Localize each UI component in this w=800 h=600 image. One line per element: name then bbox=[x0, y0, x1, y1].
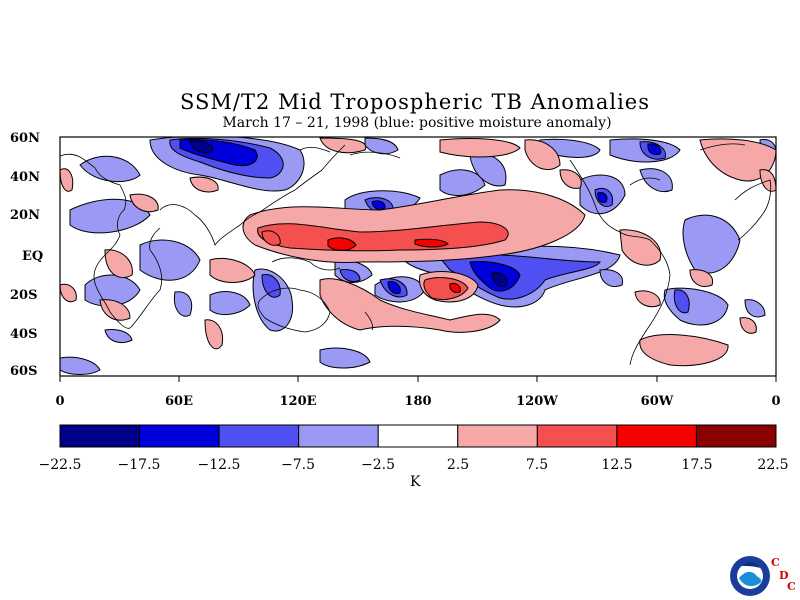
lon-label-120e: 120E bbox=[279, 394, 317, 409]
colorbar-swatch-5 bbox=[377, 424, 459, 448]
lon-label-180: 180 bbox=[404, 394, 432, 409]
colorbar-swatch-8 bbox=[616, 424, 697, 448]
lat-label-60s: 60S bbox=[10, 364, 38, 379]
lat-label-eq: EQ bbox=[22, 249, 44, 264]
map-title: SSM/T2 Mid Tropospheric TB Anomalies bbox=[179, 90, 651, 114]
colorbar-tick-9: 17.5 bbox=[681, 457, 713, 473]
lon-label-60w: 60W bbox=[640, 394, 674, 409]
coastlines bbox=[60, 143, 772, 366]
noaa-logo bbox=[730, 556, 770, 596]
colorbar-tick-4: −7.5 bbox=[281, 457, 315, 473]
colorbar-swatch-2 bbox=[139, 424, 220, 448]
lat-label-60n: 60N bbox=[10, 131, 40, 146]
cdc-letter-1: C bbox=[771, 556, 780, 569]
colorbar-tick-8: 12.5 bbox=[601, 457, 633, 473]
lat-label-40s: 40S bbox=[10, 327, 38, 342]
map-subtitle: March 17 – 21, 1998 (blue: positive mois… bbox=[222, 115, 612, 131]
lon-label-0-east: 0 bbox=[771, 394, 781, 409]
colorbar-tick-6: 2.5 bbox=[446, 457, 470, 473]
colorbar-swatch-6 bbox=[457, 424, 538, 448]
colorbar-tick-5: −2.5 bbox=[361, 457, 395, 473]
lon-label-60e: 60E bbox=[165, 394, 193, 409]
colorbar-swatch-4 bbox=[298, 424, 379, 448]
lat-label-20s: 20S bbox=[10, 288, 38, 303]
lat-label-20n: 20N bbox=[10, 208, 40, 223]
colorbar-swatch-9 bbox=[695, 424, 777, 448]
cdc-letter-2: D bbox=[779, 569, 789, 582]
colorbar-unit: K bbox=[410, 474, 421, 490]
colorbar-tick-3: −12.5 bbox=[197, 457, 241, 473]
colorbar bbox=[59, 424, 777, 448]
colorbar-swatch-3 bbox=[218, 424, 300, 448]
lon-label-120w: 120W bbox=[516, 394, 558, 409]
colorbar-swatch-7 bbox=[536, 424, 618, 448]
colorbar-tick-1: −22.5 bbox=[38, 457, 82, 473]
colorbar-tick-10: 22.5 bbox=[757, 457, 789, 473]
lon-label-0: 0 bbox=[55, 394, 65, 409]
anomaly-field bbox=[60, 137, 776, 375]
lat-label-40n: 40N bbox=[10, 170, 40, 185]
cdc-letter-3: C bbox=[787, 580, 796, 593]
colorbar-tick-7: 7.5 bbox=[525, 457, 549, 473]
colorbar-tick-2: −17.5 bbox=[117, 457, 161, 473]
colorbar-swatch-1 bbox=[59, 424, 141, 448]
